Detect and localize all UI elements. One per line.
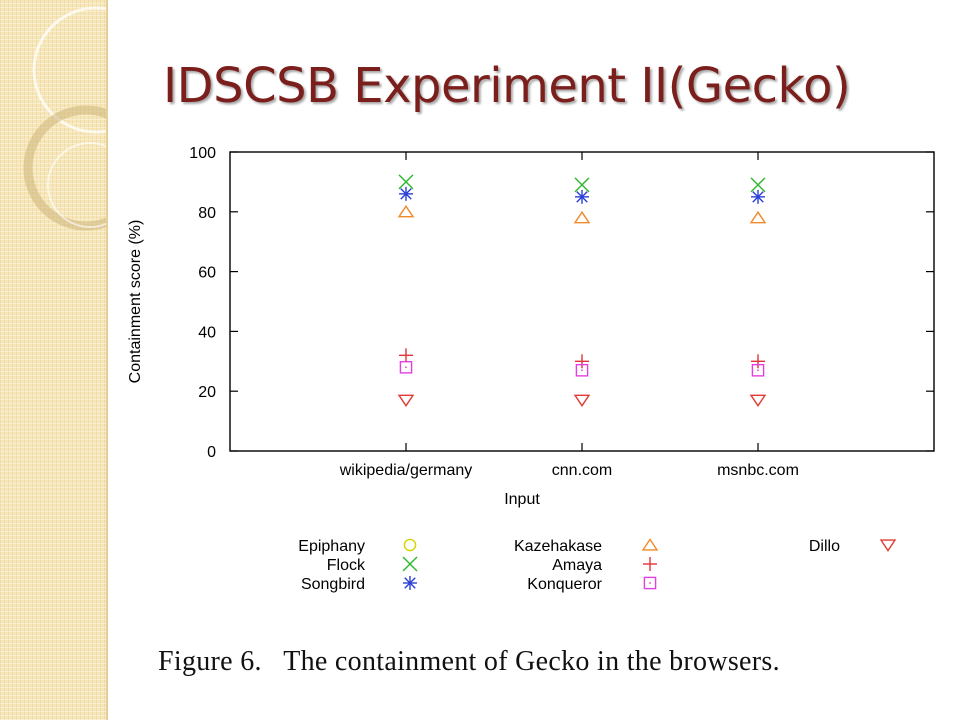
data-point-kazehakase [749, 210, 767, 224]
y-tick-label: 80 [198, 205, 216, 222]
data-point-dillo [397, 394, 415, 408]
y-axis-label: Containment score (%) [127, 220, 144, 384]
legend-label-amaya: Amaya [552, 557, 602, 574]
data-point-songbird [399, 186, 413, 201]
data-point-konqueror [399, 360, 413, 374]
legend-marker-konqueror [643, 576, 657, 590]
x-tick-label: wikipedia/germany [339, 462, 473, 479]
data-point-songbird [575, 189, 589, 204]
legend-marker-dillo [879, 539, 897, 552]
y-tick-label: 0 [207, 444, 216, 461]
data-point-amaya [575, 354, 589, 369]
data-point-dillo [749, 394, 767, 408]
decorative-circles-icon [23, 6, 106, 231]
legend-marker-songbird [403, 576, 417, 590]
legend-marker-flock [402, 556, 418, 572]
legend-label-songbird: Songbird [301, 576, 365, 593]
legend-marker-epiphany [403, 538, 417, 552]
y-tick-label: 60 [198, 265, 216, 282]
data-point-kazehakase [573, 210, 591, 224]
data-point-flock [398, 174, 414, 190]
legend-label-dillo: Dillo [809, 538, 840, 555]
data-point-konqueror [751, 363, 765, 377]
legend-label-kazehakase: Kazehakase [514, 538, 602, 555]
x-tick-label: msnbc.com [717, 462, 799, 479]
data-point-amaya [399, 348, 413, 363]
y-tick-label: 100 [189, 145, 216, 162]
data-point-konqueror [575, 363, 589, 377]
figure-caption: Figure 6. The containment of Gecko in th… [158, 646, 780, 677]
data-point-dillo [573, 394, 591, 408]
data-point-kazehakase [397, 204, 415, 218]
data-point-songbird [751, 189, 765, 204]
y-tick-label: 40 [198, 324, 216, 341]
scatter-chart: 0 20 40 60 80 100 wikipedia/germany cnn.com msnb… [127, 145, 935, 593]
slide-title: IDSCSB Experiment II(Gecko) [163, 58, 851, 114]
x-tick-label: cnn.com [552, 462, 612, 479]
data-point-flock [750, 177, 766, 193]
data-point-amaya [751, 354, 765, 369]
legend-label-epiphany: Epiphany [298, 538, 365, 555]
y-tick-label: 20 [198, 384, 216, 401]
legend-label-flock: Flock [327, 557, 366, 574]
legend-marker-amaya [643, 557, 657, 571]
decorative-sidebar [0, 0, 108, 720]
data-point-flock [574, 177, 590, 193]
legend-marker-kazehakase [641, 538, 659, 551]
legend-label-konqueror: Konqueror [527, 576, 602, 593]
x-axis-label: Input [504, 491, 540, 508]
